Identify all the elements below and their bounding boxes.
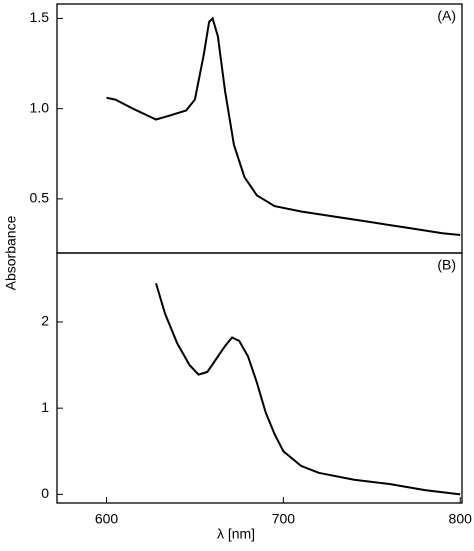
y-tick-label: 1 [41,399,49,415]
panel-label: (A) [437,8,456,24]
x-axis-label: λ [nm] [217,526,255,542]
y-axis-label: Absorbance [3,215,19,290]
plot-frame [56,3,463,254]
y-tick-label: 2 [41,313,49,329]
y-tick-label: 1.5 [30,9,50,25]
y-tick-label: 1.0 [30,99,50,115]
x-tick-label: 800 [449,511,473,527]
plot-frame [56,252,463,504]
data-line [155,282,461,496]
x-tick-label: 700 [272,511,296,527]
y-tick-label: 0 [41,485,49,501]
x-tick-label: 600 [95,511,119,527]
y-tick-label: 0.5 [30,190,50,206]
panel-label: (B) [437,257,456,273]
data-line [106,16,461,236]
